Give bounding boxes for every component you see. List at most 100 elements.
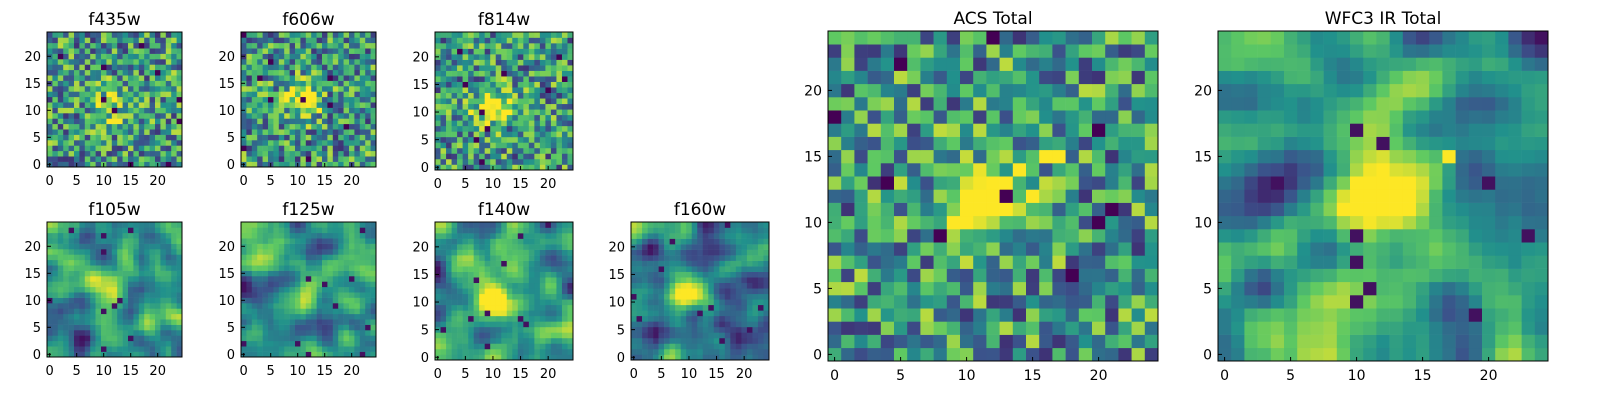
heatmap-cell <box>435 222 441 228</box>
heatmap-cell <box>1105 149 1119 164</box>
heatmap-cell <box>246 286 253 293</box>
heatmap-cell <box>473 222 480 228</box>
heatmap-cell <box>545 293 552 300</box>
heatmap-cell <box>1092 242 1106 256</box>
heatmap-cell <box>84 254 91 261</box>
heatmap-cell <box>697 222 704 228</box>
heatmap-cell <box>311 324 317 331</box>
heatmap-cell <box>354 75 361 81</box>
heatmap-cell <box>973 242 987 256</box>
heatmap-cell <box>719 321 726 328</box>
heatmap-cell <box>171 297 177 304</box>
heatmap-cell <box>160 265 167 271</box>
heatmap-cell <box>359 134 366 141</box>
heatmap-cell <box>675 310 681 317</box>
heatmap-cell <box>545 343 552 350</box>
heatmap-cell <box>451 337 458 344</box>
heatmap-cell <box>534 70 541 77</box>
x-tick-label: 15 <box>122 364 139 379</box>
heatmap-cell <box>149 161 156 168</box>
heatmap-cell <box>57 340 64 347</box>
heatmap-cell <box>176 222 183 228</box>
heatmap-cell <box>295 270 301 277</box>
heatmap-cell <box>757 227 764 234</box>
heatmap-cell <box>268 42 274 49</box>
heatmap-cell <box>534 109 541 116</box>
heatmap-cell <box>686 348 693 355</box>
heatmap-cell <box>300 113 307 119</box>
heatmap-cell <box>490 81 497 88</box>
heatmap-cell <box>160 156 167 162</box>
heatmap-cell <box>1105 189 1119 203</box>
heatmap-cell <box>664 260 670 267</box>
heatmap-cell <box>680 293 687 300</box>
heatmap-cell <box>631 293 637 300</box>
heatmap-cell <box>697 354 704 361</box>
heatmap-cell <box>642 222 648 228</box>
heatmap-cell <box>311 96 317 103</box>
heatmap-cell <box>84 113 91 119</box>
heatmap-cell <box>47 64 53 71</box>
heatmap-cell <box>506 32 513 38</box>
heatmap-cell <box>300 118 307 125</box>
heatmap-cell <box>973 163 987 177</box>
heatmap-cell <box>741 288 748 295</box>
heatmap-cell <box>155 330 161 336</box>
heatmap-cell <box>246 86 253 92</box>
heatmap-cell <box>752 271 759 278</box>
heatmap-cell <box>122 270 129 277</box>
heatmap-cell <box>47 303 53 309</box>
heatmap-cell <box>735 310 742 317</box>
heatmap-cell <box>440 354 447 361</box>
heatmap-cell <box>63 123 69 130</box>
heatmap-cell <box>567 103 574 110</box>
heatmap-cell <box>484 332 491 339</box>
heatmap-cell <box>545 332 552 339</box>
heatmap-cell <box>63 69 69 76</box>
heatmap-cell <box>1105 136 1119 151</box>
heatmap-cell <box>1118 189 1132 203</box>
heatmap-cell <box>133 59 140 65</box>
heatmap-cell <box>691 343 698 350</box>
heatmap-cell <box>669 332 676 339</box>
heatmap-cell <box>57 69 64 76</box>
heatmap-cell <box>435 277 441 284</box>
heatmap-cell <box>84 102 91 108</box>
heatmap-cell <box>354 161 361 168</box>
heatmap-cell <box>435 310 441 317</box>
heatmap-cell <box>724 354 731 361</box>
heatmap-cell <box>561 120 568 127</box>
heatmap-cell <box>262 64 269 71</box>
heatmap-cell <box>534 266 541 272</box>
heatmap-cell <box>642 337 648 344</box>
heatmap-cell <box>106 265 113 271</box>
heatmap-cell <box>567 332 574 339</box>
heatmap-cell <box>354 59 361 65</box>
heatmap-cell <box>101 330 107 336</box>
heatmap-cell <box>57 319 64 325</box>
heatmap-cell <box>165 86 172 92</box>
heatmap-cell <box>735 277 742 284</box>
heatmap-cell <box>122 96 129 103</box>
heatmap-cell <box>295 313 301 320</box>
heatmap-cell <box>523 147 530 154</box>
heatmap-cell <box>473 98 480 105</box>
heatmap-cell <box>122 134 129 141</box>
heatmap-cell <box>90 134 96 141</box>
heatmap-cell <box>920 136 934 151</box>
heatmap-cell <box>512 87 519 94</box>
heatmap-cell <box>268 340 274 347</box>
heatmap-cell <box>528 277 535 284</box>
heatmap-cell <box>327 227 334 234</box>
heatmap-cell <box>534 222 541 228</box>
heatmap-cell <box>741 304 748 311</box>
heatmap-cell <box>322 281 328 288</box>
heatmap-cell <box>473 255 480 261</box>
heatmap-cell <box>106 161 113 168</box>
heatmap-cell <box>111 91 118 98</box>
y-tick-label: 10 <box>24 104 41 119</box>
heatmap-cell <box>675 293 681 300</box>
heatmap-cell <box>284 303 290 309</box>
heatmap-cell <box>490 266 497 272</box>
heatmap-cell <box>338 259 344 266</box>
